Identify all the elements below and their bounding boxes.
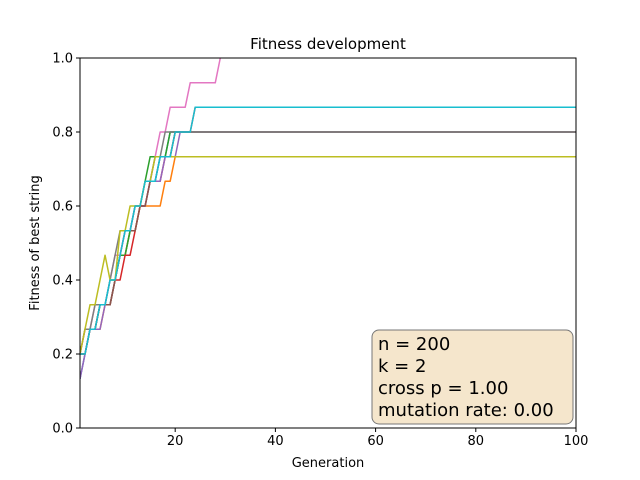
series-line-3 bbox=[80, 131, 576, 355]
annotation-box bbox=[371, 329, 574, 425]
series-line-4 bbox=[80, 106, 576, 355]
parameter-annotation: n = 200 k = 2 cross p = 1.00 mutation ra… bbox=[371, 329, 574, 425]
y-tick-label: 0.0 bbox=[52, 422, 73, 437]
x-tick-label: 100 bbox=[564, 434, 589, 449]
series-line-2 bbox=[80, 156, 576, 355]
annotation-line-cross-p: cross p = 1.00 bbox=[378, 378, 508, 399]
annotation-line-mutation-rate: mutation rate: 0.00 bbox=[378, 400, 554, 421]
y-tick-label: 0.2 bbox=[52, 348, 73, 363]
y-axis-label: Fitness of best string bbox=[28, 175, 43, 310]
x-tick-label: 20 bbox=[167, 434, 184, 449]
x-axis-label: Generation bbox=[292, 456, 365, 471]
plot-frame bbox=[79, 57, 577, 429]
y-tick-label: 0.4 bbox=[52, 274, 73, 289]
series-line-10 bbox=[80, 106, 576, 355]
annotation-line-n: n = 200 bbox=[378, 334, 450, 355]
y-tick-label: 0.6 bbox=[52, 200, 73, 215]
y-tick-label: 0.8 bbox=[52, 126, 73, 141]
axis-ticks: 20 40 60 80 100 0.0 0.2 0.4 0.6 0.8 1.0 bbox=[52, 52, 588, 450]
annotation-line-k: k = 2 bbox=[378, 356, 426, 377]
series-line-9 bbox=[80, 156, 576, 355]
chart-title: Fitness development bbox=[250, 35, 406, 53]
y-tick-label: 1.0 bbox=[52, 52, 73, 67]
x-tick-label: 60 bbox=[367, 434, 384, 449]
x-tick-label: 40 bbox=[267, 434, 284, 449]
x-tick-label: 80 bbox=[468, 434, 485, 449]
series-layer bbox=[80, 57, 576, 379]
series-line-8 bbox=[80, 131, 576, 355]
series-line-6 bbox=[80, 131, 576, 355]
